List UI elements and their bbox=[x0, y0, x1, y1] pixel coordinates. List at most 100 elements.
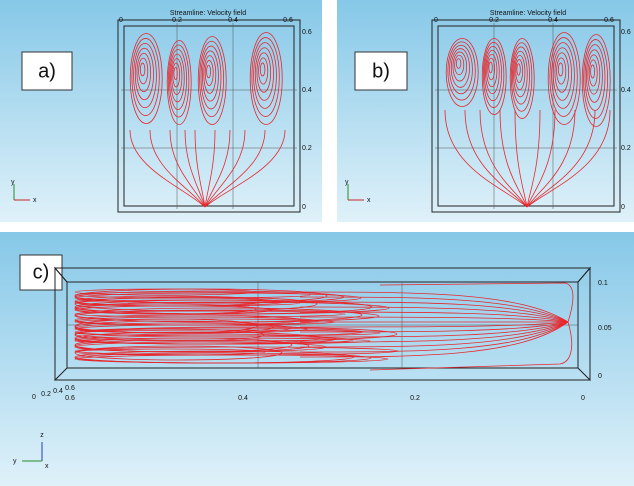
streamline bbox=[129, 129, 206, 208]
axis-label: z bbox=[40, 432, 44, 439]
box-edge bbox=[54, 266, 68, 382]
streamline bbox=[170, 53, 185, 103]
tick-label: 0.2 bbox=[302, 145, 312, 152]
streamline bbox=[74, 326, 398, 342]
streamline bbox=[299, 291, 569, 323]
tick-label: 0.4 bbox=[53, 388, 63, 395]
streamline bbox=[547, 32, 581, 125]
streamline bbox=[74, 310, 346, 318]
panel-label: b) bbox=[372, 60, 390, 82]
streamline bbox=[455, 58, 462, 69]
streamline bbox=[204, 129, 216, 208]
streamline bbox=[166, 40, 192, 125]
streamline bbox=[74, 328, 265, 342]
streamline bbox=[590, 64, 595, 79]
streamline bbox=[169, 129, 206, 208]
streamline bbox=[514, 54, 526, 91]
box-edge bbox=[577, 266, 591, 382]
streamline bbox=[299, 321, 569, 353]
tick-label: 0.6 bbox=[302, 29, 312, 36]
streamline bbox=[586, 49, 603, 103]
streamline bbox=[197, 36, 227, 125]
axis-label: x bbox=[367, 197, 371, 204]
streamline bbox=[554, 52, 570, 93]
streamline bbox=[74, 318, 258, 334]
streamline bbox=[134, 47, 154, 101]
streamline bbox=[299, 311, 569, 323]
streamline bbox=[526, 109, 541, 208]
streamline bbox=[133, 42, 157, 109]
streamline bbox=[136, 52, 152, 93]
streamline bbox=[203, 55, 217, 94]
tick-label: 0 bbox=[119, 17, 123, 24]
label-box bbox=[21, 51, 73, 91]
label-box bbox=[354, 51, 408, 91]
tick-label: 0.05 bbox=[598, 325, 612, 332]
streamline bbox=[299, 321, 569, 343]
streamline bbox=[514, 109, 528, 208]
streamline bbox=[249, 32, 283, 125]
tick-label: 0.2 bbox=[410, 395, 420, 402]
streamline bbox=[74, 303, 257, 315]
streamlines bbox=[74, 282, 574, 371]
streamline bbox=[201, 50, 219, 102]
streamline bbox=[526, 109, 556, 208]
tick-label: 0.4 bbox=[228, 17, 238, 24]
streamline bbox=[485, 49, 500, 95]
streamline bbox=[486, 53, 498, 88]
streamline bbox=[74, 331, 320, 345]
streamline bbox=[173, 67, 178, 80]
streamlines bbox=[444, 32, 611, 208]
plot-title: Streamline: Velocity field bbox=[490, 10, 566, 17]
streamline bbox=[251, 37, 280, 117]
streamline bbox=[526, 109, 596, 208]
tick-label: 0 bbox=[302, 204, 306, 211]
axis-label: y bbox=[11, 179, 15, 186]
streamline bbox=[149, 129, 206, 208]
tick-label: 0 bbox=[581, 395, 585, 402]
streamline bbox=[479, 109, 528, 208]
streamline bbox=[167, 44, 190, 118]
tick-label: 0 bbox=[434, 17, 438, 24]
tick-label: 0.6 bbox=[65, 385, 75, 392]
streamline bbox=[481, 38, 507, 115]
streamline bbox=[299, 321, 569, 333]
streamline bbox=[204, 129, 231, 208]
streamline bbox=[499, 109, 528, 208]
streamline bbox=[299, 321, 569, 338]
streamline bbox=[129, 33, 163, 124]
streamline bbox=[449, 44, 473, 95]
axis-label: x bbox=[45, 463, 49, 470]
tick-label: 0.2 bbox=[489, 17, 499, 24]
tick-label: 0.6 bbox=[65, 395, 75, 402]
streamline bbox=[299, 296, 569, 323]
streamline bbox=[200, 45, 222, 110]
streamline bbox=[74, 337, 293, 353]
streamline bbox=[369, 321, 573, 371]
panel-c-bg bbox=[0, 232, 634, 486]
streamline bbox=[74, 291, 311, 299]
streamline bbox=[74, 295, 267, 307]
streamline bbox=[199, 40, 225, 118]
streamline bbox=[464, 109, 528, 208]
streamline bbox=[450, 48, 470, 88]
streamline bbox=[194, 129, 206, 208]
streamline bbox=[551, 42, 575, 109]
streamline bbox=[259, 62, 266, 77]
streamline bbox=[299, 321, 569, 348]
streamline bbox=[526, 109, 576, 208]
streamline bbox=[583, 39, 608, 119]
tick-label: 0.2 bbox=[172, 17, 182, 24]
streamline bbox=[510, 42, 533, 112]
streamline bbox=[484, 45, 502, 102]
streamline bbox=[74, 314, 302, 326]
streamline bbox=[588, 59, 598, 87]
streamline bbox=[447, 41, 476, 101]
tick-label: 0 bbox=[621, 204, 625, 211]
tick-label: 0.2 bbox=[41, 391, 51, 398]
streamline bbox=[184, 129, 206, 208]
streamline bbox=[509, 38, 535, 119]
axis-label: y bbox=[13, 458, 17, 465]
